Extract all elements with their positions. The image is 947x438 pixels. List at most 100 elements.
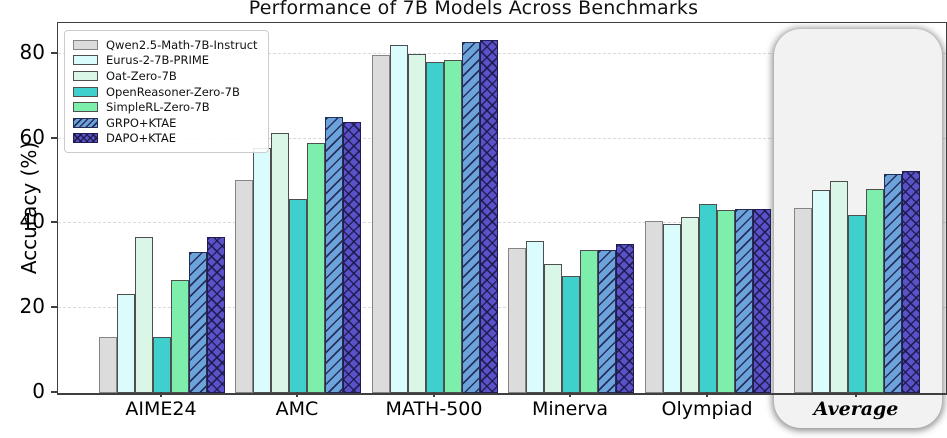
bar-qwen2-5-math-7b-instruct-amc: [235, 180, 253, 393]
bar-qwen2-5-math-7b-instruct-aime24: [99, 336, 117, 393]
bar-openreasoner-zero-7b-minerva: [562, 276, 580, 393]
bar-grpo-ktae-average: [884, 173, 902, 393]
bar-dapo-ktae-aime24: [207, 237, 225, 393]
bar-grpo-ktae-amc: [325, 117, 343, 393]
x-tick-label-math-500: MATH-500: [385, 398, 483, 420]
bar-group-average: [794, 170, 920, 393]
bar-grpo-ktae-minerva: [598, 249, 616, 393]
x-tick-mark-aime24: [160, 392, 162, 397]
bar-eurus-2-7b-prime-average: [812, 190, 830, 393]
bar-dapo-ktae-average: [902, 170, 920, 393]
bar-openreasoner-zero-7b-amc: [289, 198, 307, 393]
bar-eurus-2-7b-prime-math-500: [390, 44, 408, 393]
x-tick-mark-minerva: [569, 392, 571, 397]
legend-item-qwen2-5-math-7b-instruct: Qwen2.5-Math-7B-Instruct: [73, 37, 258, 53]
gridline-20: [58, 307, 946, 309]
x-tick-mark-average: [855, 392, 857, 397]
legend-item-openreasoner-zero-7b: OpenReasoner-Zero-7B: [73, 84, 258, 100]
bar-qwen2-5-math-7b-instruct-average: [794, 208, 812, 393]
bar-simplerl-zero-7b-minerva: [580, 250, 598, 393]
bar-openreasoner-zero-7b-olympiad: [699, 203, 717, 393]
gridline-80: [58, 52, 946, 54]
y-tick-label-40: 40: [19, 209, 45, 234]
y-tick-mark-80: [51, 51, 57, 54]
legend-swatch: [73, 70, 98, 81]
bar-eurus-2-7b-prime-olympiad: [663, 224, 681, 393]
y-tick-mark-0: [51, 391, 57, 393]
bar-oat-zero-7b-amc: [271, 132, 289, 393]
y-tick-label-20: 20: [19, 294, 45, 319]
y-tick-label-60: 60: [19, 124, 45, 149]
legend-label: OpenReasoner-Zero-7B: [106, 84, 240, 99]
x-tick-label-aime24: AIME24: [125, 398, 197, 420]
bar-simplerl-zero-7b-amc: [307, 142, 325, 393]
bar-simplerl-zero-7b-olympiad: [717, 210, 735, 393]
bar-qwen2-5-math-7b-instruct-math-500: [372, 54, 390, 393]
y-tick-label-80: 80: [19, 39, 45, 64]
legend-item-grpo-ktae: GRPO+KTAE: [73, 115, 258, 131]
bar-group-aime24: [99, 237, 225, 393]
chart-title: Performance of 7B Models Across Benchmar…: [248, 0, 699, 19]
bar-grpo-ktae-olympiad: [735, 209, 753, 393]
legend-label: Eurus-2-7B-PRIME: [106, 53, 210, 68]
x-tick-mark-math-500: [433, 392, 435, 397]
bar-oat-zero-7b-aime24: [135, 237, 153, 393]
y-tick-mark-20: [51, 306, 57, 309]
x-axis-line: [58, 393, 946, 395]
legend-swatch: [73, 39, 98, 50]
legend: Qwen2.5-Math-7B-Instruct Eurus-2-7B-PRIME…: [64, 30, 269, 154]
legend-label: Oat-Zero-7B: [106, 68, 177, 83]
y-tick-label-0: 0: [32, 379, 45, 403]
bar-qwen2-5-math-7b-instruct-olympiad: [645, 220, 663, 393]
legend-swatch: [73, 102, 98, 113]
bar-group-math-500: [372, 39, 498, 393]
bar-dapo-ktae-amc: [343, 122, 361, 393]
bar-dapo-ktae-minerva: [616, 243, 634, 393]
legend-swatch: [73, 86, 98, 97]
bar-eurus-2-7b-prime-minerva: [526, 240, 544, 393]
legend-item-dapo-ktae: DAPO+KTAE: [73, 131, 258, 147]
x-tick-mark-amc: [296, 392, 298, 397]
y-tick-mark-40: [51, 221, 57, 224]
bar-group-minerva: [508, 240, 634, 393]
y-axis-label: Accuracy (%): [17, 141, 41, 275]
legend-label: DAPO+KTAE: [106, 131, 177, 146]
bar-oat-zero-7b-average: [830, 181, 848, 393]
bar-eurus-2-7b-prime-amc: [253, 148, 271, 393]
bar-grpo-ktae-aime24: [189, 251, 207, 393]
x-tick-label-olympiad: Olympiad: [661, 398, 753, 420]
bar-openreasoner-zero-7b-average: [848, 215, 866, 393]
x-tick-label-minerva: Minerva: [531, 398, 609, 420]
gridline-40: [58, 222, 946, 224]
bar-openreasoner-zero-7b-aime24: [153, 336, 171, 393]
legend-swatch: [73, 55, 98, 66]
legend-swatch: [73, 117, 98, 128]
x-tick-label-average: Average: [813, 398, 899, 420]
bar-dapo-ktae-math-500: [480, 39, 498, 393]
legend-item-eurus-2-7b-prime: Eurus-2-7B-PRIME: [73, 53, 258, 69]
bar-group-olympiad: [645, 203, 771, 393]
legend-item-simplerl-zero-7b: SimpleRL-Zero-7B: [73, 99, 258, 115]
y-tick-mark-60: [51, 136, 57, 139]
bar-simplerl-zero-7b-average: [866, 188, 884, 393]
x-tick-label-amc: AMC: [275, 398, 319, 420]
x-tick-mark-olympiad: [706, 392, 708, 397]
bar-simplerl-zero-7b-aime24: [171, 279, 189, 393]
bar-openreasoner-zero-7b-math-500: [426, 61, 444, 393]
bar-simplerl-zero-7b-math-500: [444, 59, 462, 393]
legend-item-oat-zero-7b: Oat-Zero-7B: [73, 68, 258, 84]
legend-label: GRPO+KTAE: [106, 115, 177, 130]
bar-dapo-ktae-olympiad: [753, 209, 771, 393]
gridline-60: [58, 137, 946, 139]
bar-oat-zero-7b-math-500: [408, 53, 426, 393]
legend-label: SimpleRL-Zero-7B: [106, 100, 210, 115]
bar-oat-zero-7b-olympiad: [681, 217, 699, 393]
legend-label: Qwen2.5-Math-7B-Instruct: [106, 37, 258, 52]
bar-grpo-ktae-math-500: [462, 42, 480, 393]
bar-eurus-2-7b-prime-aime24: [117, 294, 135, 393]
bar-group-amc: [235, 117, 361, 393]
legend-swatch: [73, 133, 98, 144]
bar-qwen2-5-math-7b-instruct-minerva: [508, 247, 526, 393]
plot-area: Qwen2.5-Math-7B-Instruct Eurus-2-7B-PRIME…: [57, 22, 947, 428]
